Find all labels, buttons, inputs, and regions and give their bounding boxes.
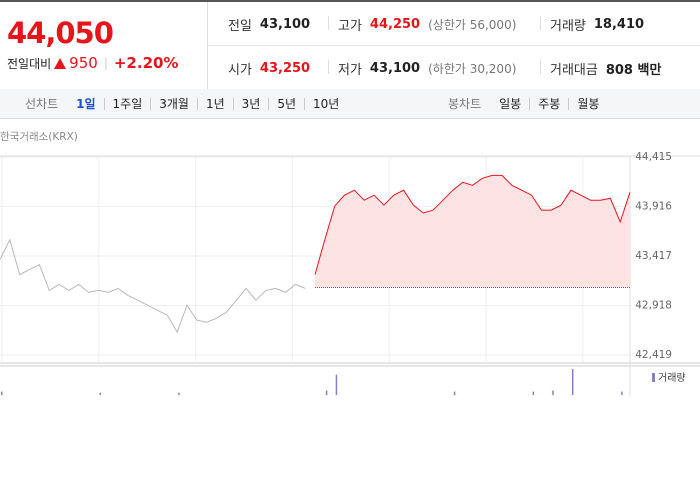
stat: 전일 43,100 xyxy=(228,15,310,34)
divider xyxy=(207,2,208,89)
volume-bar xyxy=(178,392,180,395)
period-button[interactable]: 3개월 xyxy=(150,97,197,110)
volume-bar xyxy=(532,391,535,395)
y-tick-label: 42,918 xyxy=(635,300,672,312)
stat-value: 43,100 xyxy=(369,61,421,76)
price-line xyxy=(314,174,631,275)
price-line xyxy=(0,238,306,334)
volume-bar xyxy=(335,374,338,395)
volume-bar xyxy=(453,391,456,395)
divider xyxy=(540,16,541,30)
up-arrow xyxy=(54,57,67,69)
candle-periods: 봉차트 일봉 주봉 월봉 xyxy=(448,89,607,118)
area xyxy=(315,175,630,288)
period-button[interactable]: 1년 xyxy=(196,97,233,110)
volume-bar xyxy=(1,391,3,395)
stat-label: 거래대금 xyxy=(550,63,598,78)
period-button[interactable]: 10년 xyxy=(304,97,347,110)
period-button[interactable]: 1일 xyxy=(76,96,96,111)
y-tick-label: 43,916 xyxy=(635,201,672,213)
divider xyxy=(208,45,700,46)
stat-note: (하한가 30,200) xyxy=(428,62,517,76)
group-label: 봉차트 xyxy=(448,97,482,111)
divider xyxy=(540,60,541,74)
stat-note: (상한가 56,000) xyxy=(428,18,517,32)
volume-bar xyxy=(571,369,574,395)
change-percent: +2.20% xyxy=(113,54,179,72)
volume-bar xyxy=(621,391,623,395)
y-tick-label: 44,415 xyxy=(635,151,672,163)
period-button[interactable]: 1주일 xyxy=(103,97,151,110)
y-tick-label: 42,419 xyxy=(635,349,672,361)
divider xyxy=(328,60,329,74)
stat-label: 전일 xyxy=(228,19,252,34)
stat-label: 시가 xyxy=(228,63,252,78)
stat: 시가 43,250 xyxy=(228,59,310,78)
line-periods: 선차트 1일 1주일 3개월 1년 3년 5년 10년 xyxy=(25,89,347,118)
stat: 고가 44,250 (상한가 56,000) xyxy=(338,15,516,34)
divider xyxy=(328,16,329,30)
volume-bar xyxy=(99,392,101,395)
price: 44,050 xyxy=(7,16,114,50)
period-button[interactable]: 5년 xyxy=(268,97,304,110)
quote-header: 44,050 전일대비 950 | +2.20% 전일 43,100 고가 44,2… xyxy=(0,0,700,90)
period-button[interactable]: 3년 xyxy=(232,97,269,110)
chart: 한국거래소(KRX) 44,415 43,916 43,417 42,918 42,41… xyxy=(0,131,700,396)
stat-value: 43,250 xyxy=(259,61,311,76)
stat-value: 43,100 xyxy=(259,17,311,32)
volume-bar xyxy=(552,390,554,395)
period-button[interactable]: 일봉 xyxy=(499,96,522,111)
toolbar: 선차트 1일 1주일 3개월 1년 3년 5년 10년 봉차트 일봉 주봉 월봉 xyxy=(0,89,700,119)
legend-swatch xyxy=(652,373,655,382)
stat-value: 44,250 xyxy=(369,17,421,32)
y-tick-label: 43,417 xyxy=(635,250,672,262)
stat: 저가 43,100 (하한가 30,200) xyxy=(338,59,516,78)
stat-label: 거래량 xyxy=(550,19,586,34)
stat: 거래량 18,410 xyxy=(550,15,644,34)
stat-label: 고가 xyxy=(338,19,362,34)
change-label: 전일대비 xyxy=(7,56,52,71)
stat-label: 저가 xyxy=(338,63,362,78)
volume-bar xyxy=(325,390,328,395)
group-label: 선차트 xyxy=(25,97,59,111)
stat-value: 18,410 xyxy=(593,17,645,32)
stat: 거래대금 808 백만 xyxy=(550,59,661,78)
change-row: 전일대비 950 | +2.20% xyxy=(7,54,178,72)
period-button[interactable]: 주봉 xyxy=(529,97,568,110)
legend-label: 거래량 xyxy=(658,372,686,384)
change-amount: 950 xyxy=(69,54,98,72)
stat-value: 808 백만 xyxy=(605,63,662,78)
separator: | xyxy=(103,56,108,70)
chart-subtitle: 한국거래소(KRX) xyxy=(0,131,78,143)
period-button[interactable]: 월봉 xyxy=(568,97,607,110)
